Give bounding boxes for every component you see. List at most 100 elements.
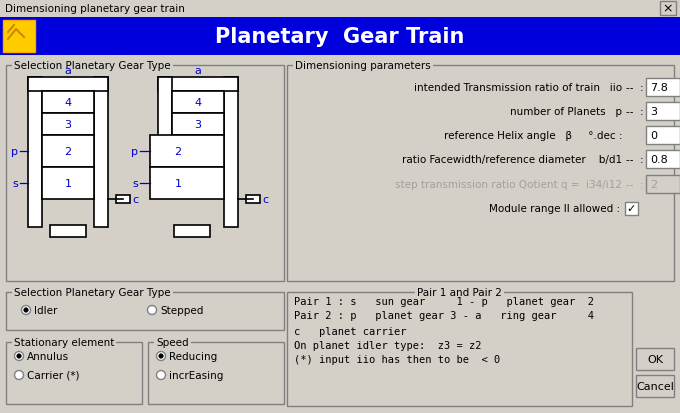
Bar [28,78,42,228]
Text: 2: 2 [650,180,657,190]
Bar [42,168,94,199]
Bar [646,79,680,97]
Text: Module range II allowed :: Module range II allowed : [489,204,620,214]
Text: On planet idler type:  z3 = z2: On planet idler type: z3 = z2 [294,340,481,350]
Text: Dimensioning parameters: Dimensioning parameters [295,61,430,71]
Bar [6,66,284,281]
Text: 0.8: 0.8 [650,154,668,165]
Bar [3,21,35,53]
Bar [636,375,674,397]
Circle shape [22,306,31,315]
Bar [150,136,224,168]
Bar [646,127,680,145]
Text: Carrier (*): Carrier (*) [27,370,80,380]
Text: ratio Facewidth/reference diameter    b/d1: ratio Facewidth/reference diameter b/d1 [402,154,622,165]
Text: 3: 3 [194,120,201,130]
Text: c: c [262,195,268,204]
Text: --  :: -- : [626,107,644,117]
Text: 1: 1 [65,178,71,189]
Bar [174,225,210,237]
Bar [42,114,94,136]
Bar [42,92,94,114]
Circle shape [17,354,21,358]
Bar [0,18,680,56]
Text: intended Transmission ratio of train   iio: intended Transmission ratio of train iio [414,83,622,93]
Text: reference Helix angle   β     °.dec :: reference Helix angle β °.dec : [443,131,622,141]
Circle shape [156,370,165,380]
Bar [172,114,224,136]
Bar [660,2,676,16]
Circle shape [14,351,24,361]
Text: ×: × [663,2,673,15]
Text: 7.8: 7.8 [650,83,668,93]
Bar [0,0,680,18]
Bar [158,78,172,178]
Bar [116,195,130,204]
Text: 0: 0 [650,131,657,141]
Bar [42,136,94,168]
Bar [636,348,674,370]
Bar [158,78,238,92]
Text: c   planet carrier: c planet carrier [294,326,407,336]
Bar [646,103,680,121]
Text: Pair 1 : s   sun gear     1 - p   planet gear  2: Pair 1 : s sun gear 1 - p planet gear 2 [294,296,594,306]
Text: ✓: ✓ [627,204,636,214]
Bar [287,66,674,281]
Bar [28,78,108,92]
Text: Stationary element: Stationary element [14,337,114,347]
Circle shape [156,351,165,361]
Text: Reducing: Reducing [169,351,217,361]
Bar [50,225,86,237]
Bar [646,176,680,194]
Bar [150,168,224,199]
Text: incrEasing: incrEasing [169,370,223,380]
Bar [224,78,238,228]
Text: Planetary  Gear Train: Planetary Gear Train [216,27,464,47]
Text: step transmission ratio Qotient q =  i34/i12: step transmission ratio Qotient q = i34/… [395,180,622,190]
Text: --  :: -- : [626,154,644,165]
Bar [625,202,638,216]
Bar [148,342,284,404]
Circle shape [148,306,156,315]
Text: Dimensioning planetary gear train: Dimensioning planetary gear train [5,4,185,14]
Text: c: c [132,195,138,204]
Text: 2: 2 [175,147,182,157]
Text: Pair 1 and Pair 2: Pair 1 and Pair 2 [417,287,502,297]
Text: Annulus: Annulus [27,351,69,361]
Text: Idler: Idler [34,305,57,315]
Text: --  :: -- : [626,180,644,190]
Text: 3: 3 [650,107,657,117]
Text: OK: OK [647,354,663,364]
Text: --  :: -- : [626,83,644,93]
Text: 4: 4 [65,98,71,108]
Bar [6,342,142,404]
Text: Selection Planetary Gear Type: Selection Planetary Gear Type [14,61,171,71]
Circle shape [24,308,28,313]
Text: Stepped: Stepped [160,305,203,315]
Text: 3: 3 [65,120,71,130]
Text: p: p [131,147,138,157]
Bar [6,292,284,330]
Bar [172,92,224,114]
Text: number of Planets   p: number of Planets p [510,107,622,117]
Bar [646,151,680,169]
Bar [287,292,632,406]
Text: 2: 2 [65,147,71,157]
Text: 4: 4 [194,98,201,108]
Text: a: a [65,66,71,76]
Bar [94,78,108,228]
Text: a: a [194,66,201,76]
Bar [0,56,680,413]
Text: 1: 1 [175,178,182,189]
Text: Cancel: Cancel [636,381,674,391]
Circle shape [159,354,163,358]
Text: p: p [11,147,18,157]
Text: (*) input iio has then to be  < 0: (*) input iio has then to be < 0 [294,354,500,364]
Text: Pair 2 : p   planet gear 3 - a   ring gear     4: Pair 2 : p planet gear 3 - a ring gear 4 [294,310,594,320]
Text: s: s [132,178,138,189]
Text: Speed: Speed [156,337,188,347]
Bar [246,195,260,204]
Circle shape [14,370,24,380]
Text: s: s [12,178,18,189]
Text: Selection Planetary Gear Type: Selection Planetary Gear Type [14,287,171,297]
